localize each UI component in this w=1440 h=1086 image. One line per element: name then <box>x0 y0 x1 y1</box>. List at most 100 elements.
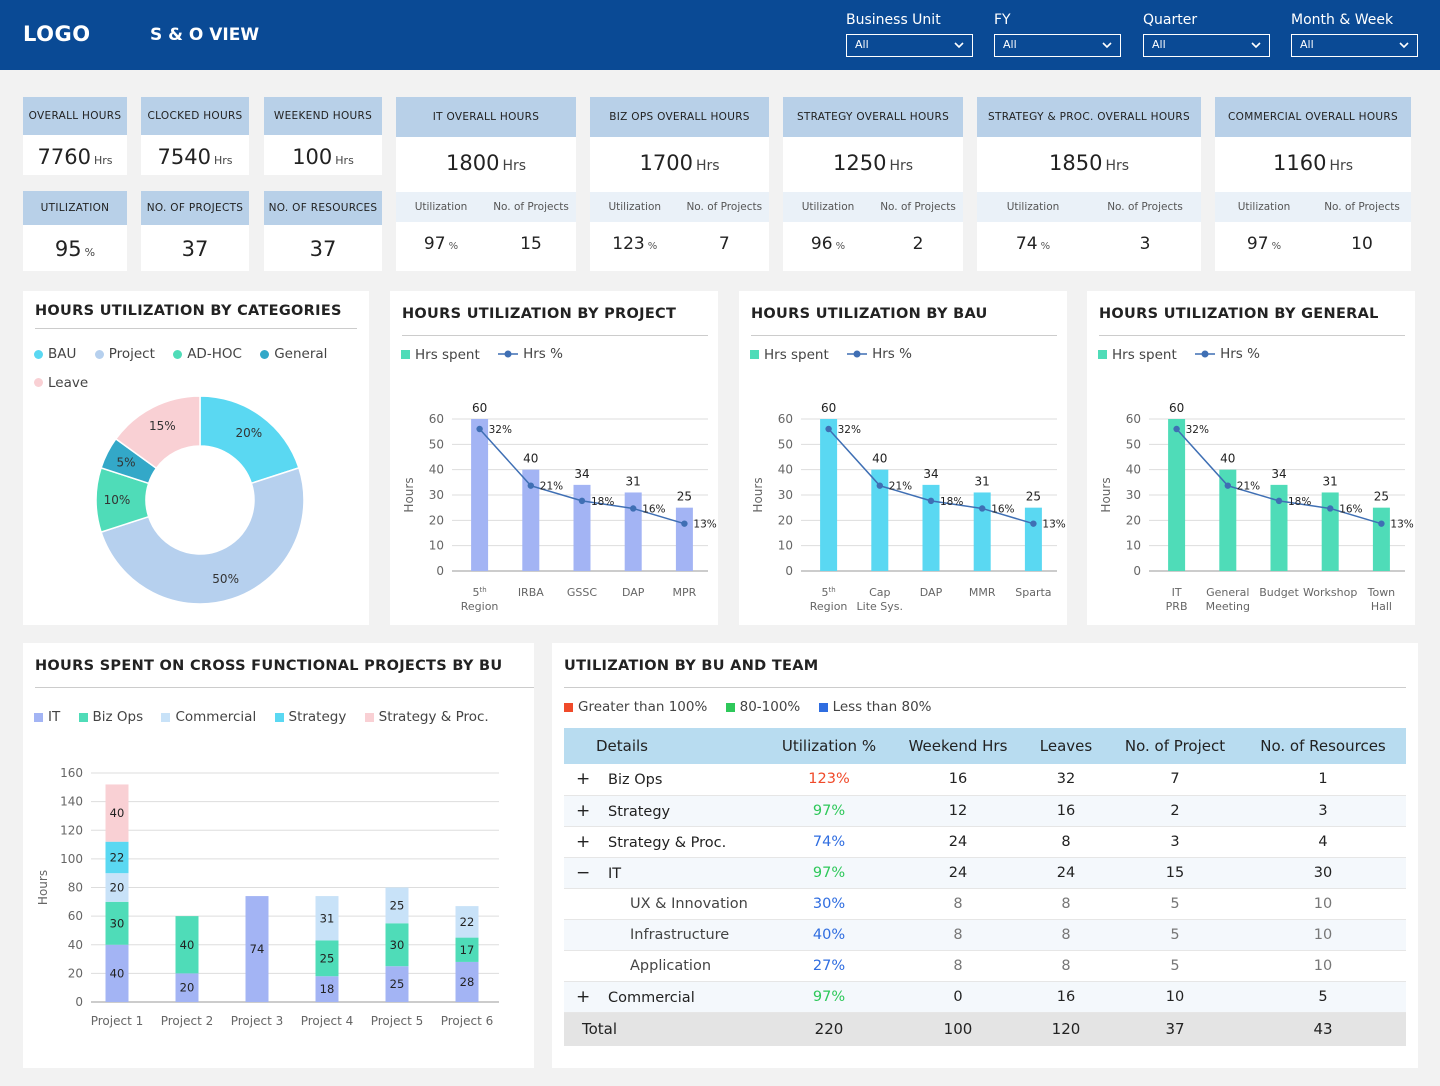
bar[interactable] <box>1024 507 1042 571</box>
legend-item-hrs-percent[interactable]: Hrs % <box>847 346 912 362</box>
fy-select[interactable]: All <box>994 34 1121 57</box>
donut-slice-leave[interactable] <box>114 395 201 470</box>
bar[interactable] <box>820 419 838 571</box>
expand-icon[interactable]: + <box>576 769 591 790</box>
line-point[interactable] <box>578 497 586 505</box>
util-legend: Greater than 100% 80-100% Less than 80% <box>564 699 946 716</box>
table-row[interactable]: + Strategy & Proc. 74% 24 8 3 4 <box>564 826 1406 858</box>
bar[interactable] <box>522 469 540 571</box>
stacked-segment-biz-ops[interactable] <box>455 937 479 962</box>
bar[interactable] <box>471 419 489 571</box>
bar[interactable] <box>1321 492 1339 571</box>
table-row[interactable]: + Strategy 97% 12 16 2 3 <box>564 795 1406 827</box>
line-point[interactable] <box>1030 520 1037 527</box>
legend-item-strategy[interactable]: Strategy <box>274 709 346 725</box>
bar[interactable] <box>973 492 991 571</box>
line-point[interactable] <box>1224 482 1231 489</box>
legend-item-hrs-spent[interactable]: Hrs spent <box>750 347 829 363</box>
legend-item-it[interactable]: IT <box>34 709 60 725</box>
bar[interactable] <box>624 492 642 571</box>
stacked-segment-commercial[interactable] <box>105 873 129 902</box>
line-point[interactable] <box>681 520 688 527</box>
stacked-segment-commercial[interactable] <box>315 896 339 941</box>
legend-swatch <box>401 350 410 359</box>
row-utilization: 30% <box>764 888 894 920</box>
line-point[interactable] <box>979 505 986 512</box>
chevron-down-icon <box>1399 42 1409 49</box>
line-point[interactable] <box>825 425 832 433</box>
line-point[interactable] <box>927 497 935 505</box>
y-tick-label: 0 <box>785 564 793 578</box>
bar[interactable] <box>1372 507 1390 571</box>
utilization-value: 123% <box>590 222 680 267</box>
stacked-segment-biz-ops[interactable] <box>175 916 199 974</box>
table-row[interactable]: − IT 97% 24 24 15 30 <box>564 857 1406 889</box>
stacked-segment-it[interactable] <box>175 973 199 1002</box>
col-details[interactable]: Details <box>564 728 764 764</box>
stacked-segment-strategy[interactable] <box>105 841 129 874</box>
bar[interactable] <box>871 469 889 571</box>
row-resources: 3 <box>1240 795 1406 827</box>
col-no-of-resources[interactable]: No. of Resources <box>1240 728 1406 764</box>
line-point[interactable] <box>476 425 483 433</box>
stacked-segment-it[interactable] <box>385 966 409 1002</box>
line-point[interactable] <box>1173 425 1180 433</box>
bar[interactable] <box>1270 484 1288 571</box>
legend-item-biz-ops[interactable]: Biz Ops <box>78 709 143 725</box>
bar[interactable] <box>1168 419 1186 571</box>
legend-item-strategy-proc[interactable]: Strategy & Proc. <box>364 709 489 725</box>
line-point[interactable] <box>630 505 637 512</box>
expand-icon[interactable]: + <box>576 800 591 821</box>
legend-swatch <box>161 712 171 722</box>
table-row[interactable]: + Biz Ops 123% 16 32 7 1 <box>564 764 1406 796</box>
stacked-segment-commercial[interactable] <box>455 906 479 938</box>
legend-item-hrs-spent[interactable]: Hrs spent <box>401 347 480 363</box>
expand-icon[interactable]: + <box>576 831 591 852</box>
donut-slice-project[interactable] <box>100 466 305 605</box>
table-row[interactable]: + Commercial 97% 0 16 10 5 <box>564 981 1406 1013</box>
legend-item-general[interactable]: General <box>260 340 327 368</box>
business-unit-select[interactable]: All <box>846 34 973 57</box>
projects-value: 3 <box>1139 234 1151 254</box>
segment-value-label: 18 <box>320 982 335 996</box>
line-point[interactable] <box>876 482 883 489</box>
stacked-segment-biz-ops[interactable] <box>315 940 339 977</box>
collapse-icon[interactable]: − <box>576 862 591 883</box>
line-point[interactable] <box>527 482 534 489</box>
legend-label: 80-100% <box>739 699 801 715</box>
line-point[interactable] <box>1378 520 1385 527</box>
line-point[interactable] <box>1275 497 1283 505</box>
legend-item-ad-hoc[interactable]: AD-HOC <box>173 340 242 368</box>
projects-label: No. of Projects <box>1107 201 1183 213</box>
bar[interactable] <box>922 484 940 571</box>
line-point-label: 13% <box>1042 519 1065 531</box>
stacked-segment-it[interactable] <box>245 896 269 1002</box>
expand-icon[interactable]: + <box>576 986 591 1007</box>
legend-item-leave[interactable]: Leave <box>34 369 88 397</box>
legend-item-project[interactable]: Project <box>94 340 155 368</box>
month-week-select[interactable]: All <box>1291 34 1418 57</box>
bar[interactable] <box>573 484 591 571</box>
stacked-segment-biz-ops[interactable] <box>105 901 129 945</box>
bar[interactable] <box>1219 469 1237 571</box>
bar[interactable] <box>675 507 693 571</box>
col-no-of-project[interactable]: No. of Project <box>1110 728 1240 764</box>
legend-item-commercial[interactable]: Commercial <box>161 709 256 725</box>
legend-item-hrs-spent[interactable]: Hrs spent <box>1098 347 1177 363</box>
legend-item-hrs-percent[interactable]: Hrs % <box>1195 346 1260 362</box>
col-weekend-hrs[interactable]: Weekend Hrs <box>894 728 1022 764</box>
line-point[interactable] <box>1327 505 1334 512</box>
stacked-segment-it[interactable] <box>105 944 129 1002</box>
stacked-segment-commercial[interactable] <box>385 887 409 924</box>
stacked-segment-biz-ops[interactable] <box>385 923 409 967</box>
col-utilization[interactable]: Utilization % <box>764 728 894 764</box>
quarter-select[interactable]: All <box>1143 34 1270 57</box>
stacked-segment-it[interactable] <box>315 976 339 1002</box>
title-divider <box>402 335 708 336</box>
col-leaves[interactable]: Leaves <box>1022 728 1110 764</box>
stacked-segment-strategy-proc[interactable] <box>105 784 129 842</box>
legend-item-bau[interactable]: BAU <box>34 340 76 368</box>
stacked-segment-it[interactable] <box>455 961 479 1002</box>
legend-item-hrs-percent[interactable]: Hrs % <box>498 346 563 362</box>
legend-label: Hrs spent <box>764 346 829 363</box>
